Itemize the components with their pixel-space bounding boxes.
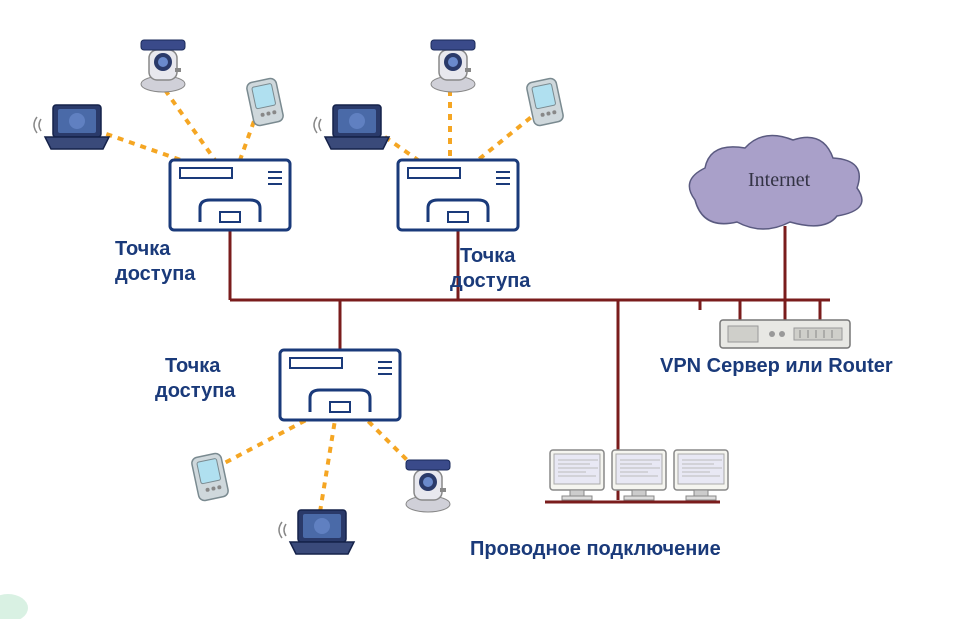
camera-icon [406, 460, 450, 512]
decoration [0, 594, 28, 619]
access-point-2 [398, 160, 518, 230]
ap1-label-line2: доступа [115, 263, 196, 285]
ap2-label-line1: Точка [460, 245, 516, 267]
phone-icon [246, 77, 284, 126]
laptop-icon [314, 105, 389, 149]
camera-icon [431, 40, 475, 92]
ap2-label-line2: доступа [450, 270, 531, 292]
ap1-label-line1: Точка [115, 238, 171, 260]
wired-label: Проводное подключение [470, 538, 721, 560]
laptop-icon [279, 510, 354, 554]
phone-icon [191, 452, 229, 501]
laptop-icon [34, 105, 109, 149]
router-icon [720, 320, 850, 348]
network-diagram: Точка доступа Точка доступа Точка доступ… [0, 0, 974, 619]
vpn-label: VPN Сервер или Router [660, 355, 893, 377]
monitors-group [550, 450, 728, 500]
ap3-label-line2: доступа [155, 380, 236, 402]
access-point-3 [280, 350, 400, 420]
access-point-1 [170, 160, 290, 230]
internet-label: Internet [748, 169, 811, 191]
ap3-label-line1: Точка [165, 355, 221, 377]
camera-icon [141, 40, 185, 92]
